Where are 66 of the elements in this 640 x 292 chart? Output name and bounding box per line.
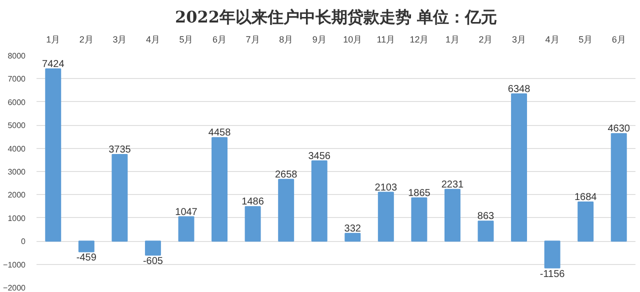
chart-title: 2022年以来住户中长期贷款走势 单位：亿元 (174, 8, 498, 26)
x-tick-label: 5月 (179, 34, 194, 44)
x-tick-label: 4月 (545, 34, 560, 44)
bar (244, 206, 261, 242)
y-tick-label: 1000 (8, 214, 26, 223)
x-tick-label: 2月 (478, 34, 493, 44)
bar (112, 154, 128, 242)
x-tick-label: 6月 (612, 34, 626, 44)
bar (578, 202, 594, 242)
x-tick-label: 3月 (512, 34, 526, 44)
x-tick-label: 1月 (46, 34, 60, 44)
data-label: 3456 (308, 150, 331, 162)
bar (278, 178, 294, 242)
data-label: 863 (477, 211, 495, 222)
y-tick-label: 3000 (8, 168, 26, 176)
data-label: 3735 (108, 144, 132, 156)
y-tick-label: 8000 (8, 52, 26, 60)
x-tick-label: 3月 (112, 34, 127, 44)
data-label: 1865 (408, 188, 431, 199)
data-label: -459 (76, 252, 97, 264)
x-tick-label: 10月 (343, 34, 362, 44)
y-tick-label: −1000 (3, 260, 26, 270)
data-label: 7424 (42, 58, 65, 70)
data-label: 1684 (574, 192, 598, 204)
x-tick-label: 5月 (578, 34, 593, 44)
bar (444, 188, 460, 242)
y-tick-label: 5000 (8, 121, 26, 130)
data-label: 2103 (374, 182, 398, 194)
bar (178, 216, 194, 242)
bar (212, 137, 228, 242)
bar (378, 192, 394, 242)
x-tick-label: 7月 (246, 34, 260, 44)
data-label: 2231 (441, 179, 464, 190)
data-label: 332 (344, 223, 362, 234)
y-tick-label: 4000 (8, 144, 26, 154)
data-label: 4458 (208, 128, 232, 139)
x-tick-label: 11月 (376, 34, 396, 44)
bar (45, 68, 62, 242)
bar (144, 240, 161, 256)
data-label: -605 (142, 256, 164, 268)
y-tick-label: −2000 (3, 284, 26, 292)
x-tick-label: 2月 (79, 34, 94, 44)
y-tick-label: 7000 (8, 74, 26, 84)
data-label: -1156 (540, 268, 566, 280)
bar (78, 240, 94, 252)
x-tick-label: 8月 (279, 34, 294, 44)
x-tick-label: 1月 (445, 34, 460, 44)
x-tick-label: 4月 (146, 34, 160, 44)
bar (411, 197, 428, 242)
bar (478, 220, 494, 242)
data-label: 1486 (242, 196, 264, 208)
y-tick-label: 6000 (8, 98, 26, 107)
bar (344, 232, 361, 242)
bar (511, 93, 528, 242)
bar (544, 240, 560, 268)
y-tick-label: 0 (21, 237, 26, 246)
bar (311, 160, 328, 242)
data-label: 1047 (175, 206, 198, 218)
x-tick-label: 12月 (410, 34, 429, 44)
y-tick-label: 2000 (8, 190, 26, 200)
data-label: 4630 (608, 124, 630, 135)
data-label: 6348 (508, 84, 531, 95)
bar (610, 133, 627, 242)
data-label: 2658 (274, 169, 298, 180)
x-tick-label: 6月 (212, 34, 227, 44)
x-tick-label: 9月 (312, 34, 326, 44)
